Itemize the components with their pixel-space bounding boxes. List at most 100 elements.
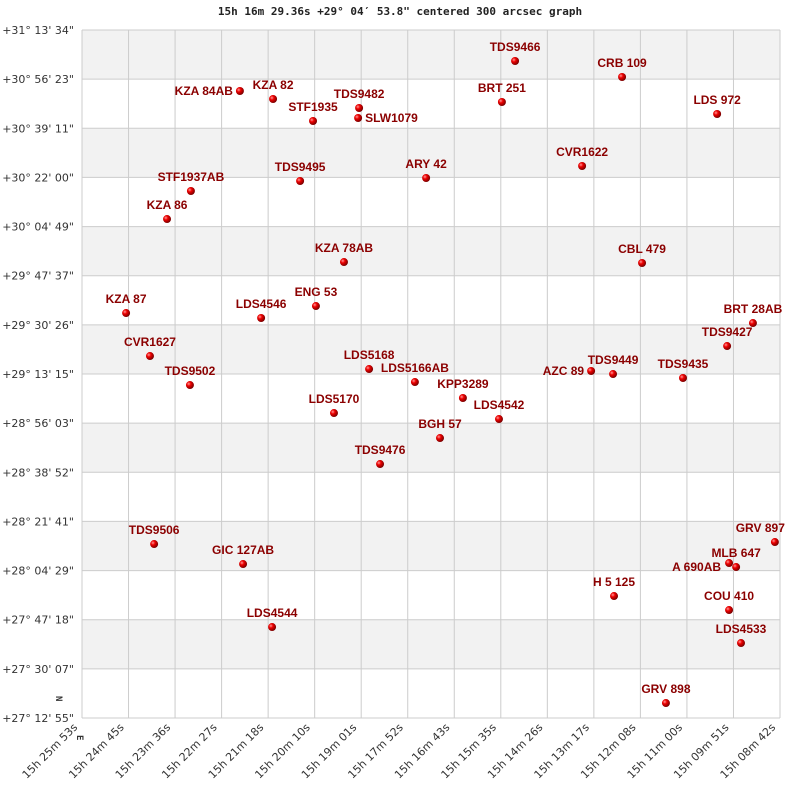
star-point	[748, 319, 757, 328]
star-label: TDS9476	[355, 443, 406, 457]
star-point	[511, 56, 520, 65]
star-point	[329, 409, 338, 418]
star-point	[354, 113, 363, 122]
star-point	[122, 309, 131, 318]
background-band	[82, 521, 780, 571]
star-point	[311, 302, 320, 311]
star-point	[587, 367, 596, 376]
star-point	[737, 639, 746, 648]
star-point	[339, 258, 348, 267]
background-band	[82, 570, 780, 620]
star-point	[732, 563, 741, 572]
star-point	[239, 560, 248, 569]
star-label: CVR1627	[124, 335, 176, 349]
background-band	[82, 374, 780, 424]
compass-north: N	[53, 696, 63, 701]
y-tick-label: +30° 04' 49"	[2, 221, 74, 234]
grid-lines	[81, 29, 781, 719]
star-label: LDS4542	[474, 398, 525, 412]
star-point	[678, 374, 687, 383]
star-label: LDS4533	[716, 622, 767, 636]
star-label: BRT 28AB	[724, 302, 783, 316]
star-label: STF1935	[288, 100, 338, 114]
star-point	[309, 117, 318, 126]
star-label: CBL 479	[618, 242, 666, 256]
star-point	[436, 434, 445, 443]
star-label: AZC 89	[543, 364, 585, 378]
star-point	[296, 177, 305, 186]
star-point	[638, 259, 647, 268]
star-label: TDS9506	[129, 523, 180, 537]
star-label: ARY 42	[405, 157, 447, 171]
star-label: LDS 972	[693, 93, 741, 107]
y-tick-label: +27° 47' 18"	[2, 614, 74, 627]
star-label: CVR1622	[556, 145, 608, 159]
star-label: MLB 647	[711, 546, 761, 560]
star-point	[186, 187, 195, 196]
y-tick-label: +30° 39' 11"	[2, 122, 74, 135]
star-label: KZA 82	[253, 78, 294, 92]
star-label: LDS5166AB	[381, 361, 449, 375]
star-point	[163, 215, 172, 224]
star-label: H 5 125	[593, 575, 635, 589]
background-band	[82, 79, 780, 129]
compass-east: E	[74, 735, 84, 740]
star-label: LDS4544	[247, 606, 298, 620]
star-label: LDS5170	[309, 392, 360, 406]
y-tick-label: +28° 56' 03"	[2, 417, 74, 430]
data-points	[122, 56, 779, 708]
star-label: LDS4546	[236, 297, 287, 311]
background-band	[82, 275, 780, 325]
background-band	[82, 472, 780, 522]
background-band	[82, 30, 780, 80]
background-band	[82, 128, 780, 178]
star-label: KZA 84AB	[175, 84, 234, 98]
star-point	[610, 592, 619, 601]
star-label: TDS9495	[275, 160, 326, 174]
star-label: ENG 53	[295, 285, 338, 299]
star-label: CRB 109	[597, 56, 647, 70]
star-label: KZA 87	[106, 292, 147, 306]
star-label: TDS9466	[490, 40, 541, 54]
star-point	[770, 538, 779, 547]
star-point	[609, 370, 618, 379]
star-point	[150, 540, 159, 549]
star-point	[269, 95, 278, 104]
star-label: A 690AB	[672, 560, 721, 574]
background-band	[82, 668, 780, 718]
star-point	[458, 394, 467, 403]
star-point	[257, 314, 266, 323]
y-axis-ticks: +31° 13' 34" +30° 56' 23" +30° 39' 11" +30°…	[2, 24, 74, 725]
star-point	[713, 110, 722, 119]
y-tick-label: +28° 21' 41"	[2, 515, 74, 528]
star-point	[145, 352, 154, 361]
star-point	[725, 559, 734, 568]
star-label: BGH 57	[418, 417, 462, 431]
star-point	[268, 623, 277, 632]
star-label: TDS9449	[588, 353, 639, 367]
star-label: GRV 897	[736, 521, 785, 535]
y-tick-label: +28° 38' 52"	[2, 466, 74, 479]
y-tick-label: +29° 47' 37"	[2, 270, 74, 283]
star-point	[723, 342, 732, 351]
star-point	[410, 378, 419, 387]
star-label: GIC 127AB	[212, 543, 274, 557]
star-label: KZA 86	[147, 198, 188, 212]
y-tick-label: +29° 13' 15"	[2, 368, 74, 381]
star-label: TDS9435	[658, 357, 709, 371]
star-point	[725, 606, 734, 615]
background-band	[82, 226, 780, 276]
star-point	[661, 699, 670, 708]
background-band	[82, 177, 780, 227]
y-tick-label: +27° 30' 07"	[2, 663, 74, 676]
star-label: TDS9502	[165, 364, 216, 378]
y-tick-label: +29° 30' 26"	[2, 319, 74, 332]
star-label: COU 410	[704, 589, 754, 603]
y-tick-label: +30° 56' 23"	[2, 73, 74, 86]
star-point	[422, 174, 431, 183]
star-label: TDS9482	[334, 87, 385, 101]
star-label: GRV 898	[641, 682, 690, 696]
star-point	[355, 103, 364, 112]
